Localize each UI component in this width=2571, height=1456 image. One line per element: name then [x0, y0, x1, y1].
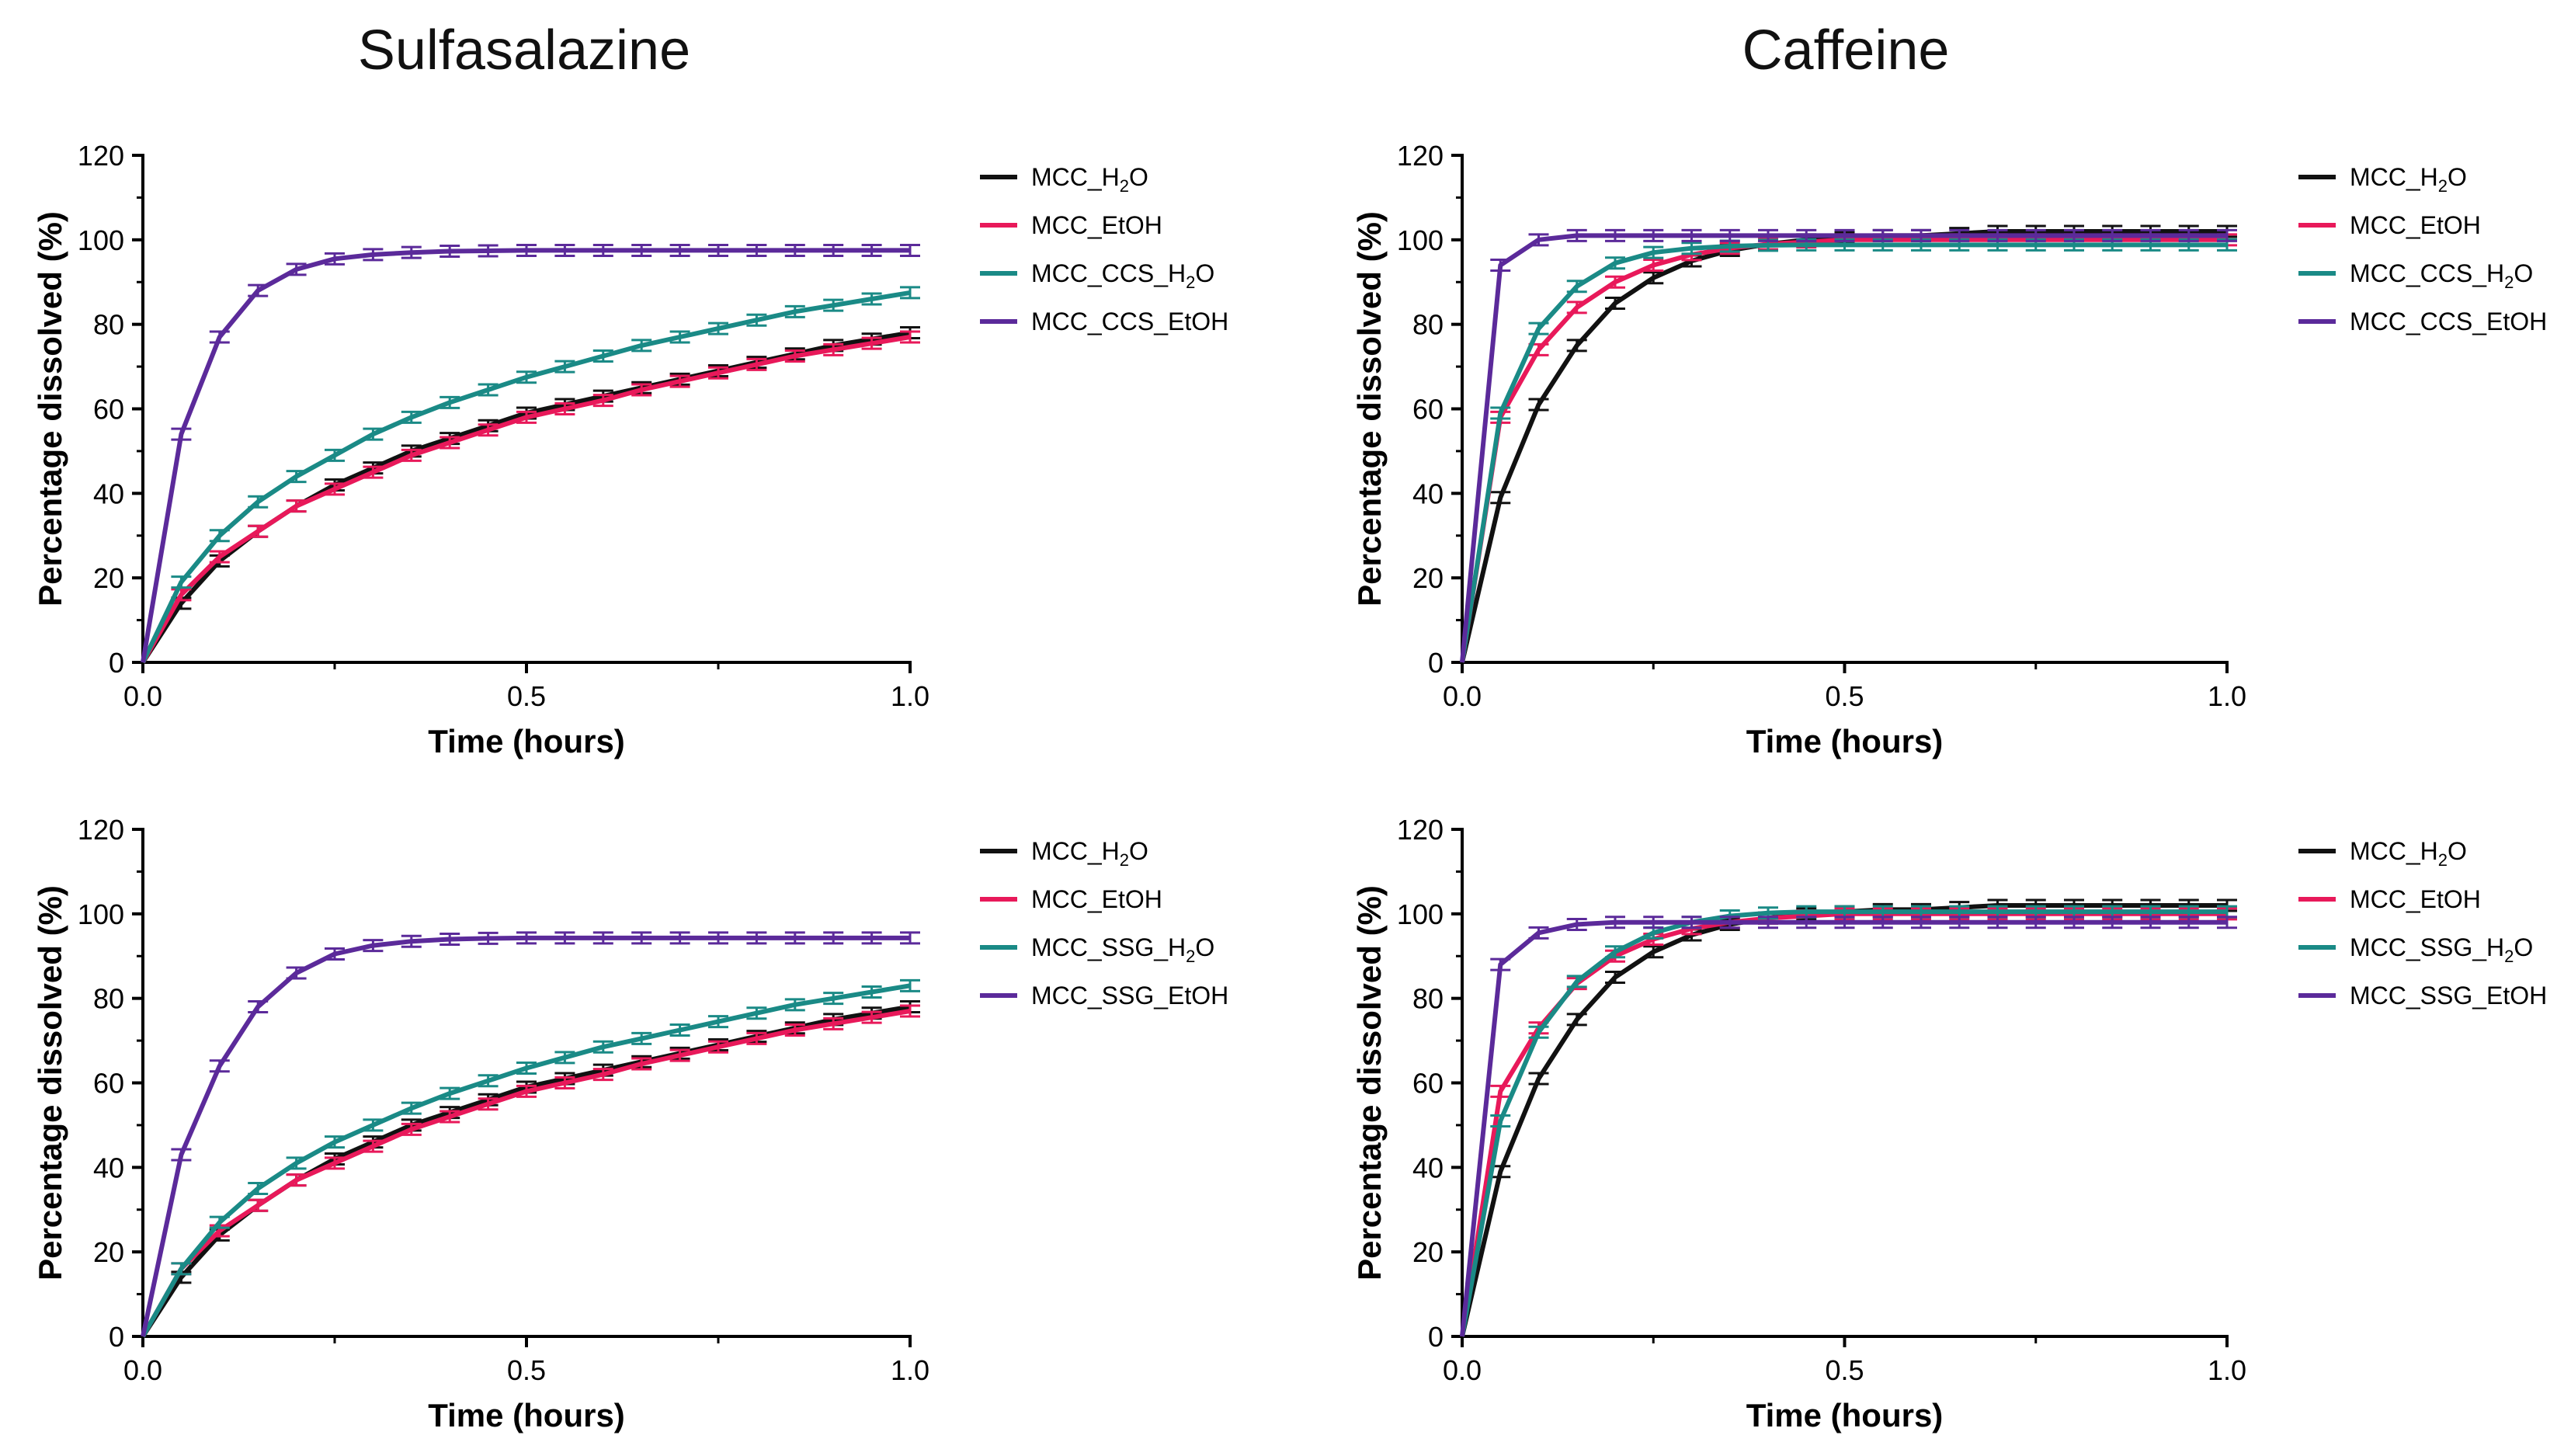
legend-label: MCC_CCS_EtOH — [1031, 308, 1228, 335]
legend-label: MCC_EtOH — [1031, 211, 1162, 239]
y-tick-label: 100 — [1397, 898, 1444, 930]
y-tick-label: 120 — [78, 814, 124, 846]
legend-label: MCC_EtOH — [1031, 885, 1162, 913]
y-tick-label: 60 — [1412, 1068, 1444, 1100]
y-tick-label: 80 — [93, 983, 124, 1015]
legend-label: MCC_SSG_EtOH — [2350, 982, 2547, 1009]
x-axis-label: Time (hours) — [1746, 723, 1944, 759]
x-tick-label: 1.0 — [891, 680, 929, 712]
x-tick-label: 1.0 — [2208, 1354, 2246, 1386]
legend-label: MCC_CCS_EtOH — [2350, 308, 2547, 335]
series-line-4 — [141, 935, 910, 1337]
legend-label: MCC_H2O — [2350, 837, 2467, 870]
y-tick-label: 120 — [1397, 140, 1444, 172]
y-tick-label: 100 — [1397, 224, 1444, 256]
y-tick-label: 120 — [78, 140, 124, 172]
series-line-4 — [1460, 233, 2227, 663]
x-tick-label: 1.0 — [891, 1354, 929, 1386]
y-axis-label: Percentage dissolved (%) — [1351, 211, 1388, 606]
legend-label: MCC_H2O — [1031, 163, 1148, 196]
y-tick-label: 80 — [1412, 983, 1444, 1015]
y-tick-label: 20 — [93, 1236, 124, 1268]
x-axis-label: Time (hours) — [428, 723, 625, 759]
x-tick-label: 0.5 — [1825, 680, 1864, 712]
column-title-caffeine: Caffeine — [1742, 19, 1950, 82]
y-axis-label: Percentage dissolved (%) — [32, 885, 68, 1281]
y-tick-label: 20 — [1412, 562, 1444, 594]
y-tick-label: 40 — [93, 1152, 124, 1183]
y-tick-label: 100 — [78, 898, 124, 930]
y-tick-label: 0 — [109, 647, 124, 679]
series-line-1 — [141, 1004, 911, 1338]
y-tick-label: 40 — [1412, 1152, 1444, 1183]
x-tick-label: 0.0 — [123, 1354, 162, 1386]
y-tick-label: 60 — [1412, 394, 1444, 426]
x-axis-label: Time (hours) — [1746, 1397, 1944, 1433]
series-line-1 — [1460, 903, 2227, 1337]
x-tick-label: 0.0 — [1443, 1354, 1482, 1386]
x-tick-label: 0.5 — [1825, 1354, 1864, 1386]
chart-2: 0 20 40 60 80 100 120 0.0 0.5 1.0 Time (hours) Perc… — [1351, 140, 2547, 759]
legend-label: MCC_SSG_H2O — [2350, 933, 2533, 966]
chart-4: 0 20 40 60 80 100 120 0.0 0.5 1.0 Time (hours) Perc… — [1351, 814, 2547, 1433]
chart-3: 0 20 40 60 80 100 120 0.0 0.5 1.0 Time (hours) Perc… — [32, 814, 1228, 1433]
chart-1: 0 20 40 60 80 100 120 0.0 0.5 1.0 Time (hours) Perc… — [32, 140, 1228, 759]
y-tick-label: 0 — [1428, 647, 1444, 679]
y-tick-label: 40 — [93, 478, 124, 509]
y-tick-label: 100 — [78, 224, 124, 256]
y-axis-label: Percentage dissolved (%) — [1351, 885, 1388, 1281]
legend-label: MCC_CCS_H2O — [2350, 259, 2533, 292]
legend-label: MCC_CCS_H2O — [1031, 259, 1214, 292]
y-tick-label: 60 — [93, 394, 124, 426]
x-tick-label: 0.5 — [507, 1354, 546, 1386]
y-axis-label: Percentage dissolved (%) — [32, 211, 68, 606]
series-line-2 — [141, 1009, 911, 1338]
legend-label: MCC_SSG_H2O — [1031, 933, 1214, 966]
x-axis-label: Time (hours) — [428, 1397, 625, 1433]
series-line-3 — [141, 983, 911, 1338]
y-tick-label: 0 — [109, 1321, 124, 1353]
legend-label: MCC_H2O — [1031, 837, 1148, 870]
y-tick-label: 20 — [93, 562, 124, 594]
legend-label: MCC_SSG_EtOH — [1031, 982, 1228, 1009]
y-tick-label: 80 — [1412, 309, 1444, 341]
x-tick-label: 0.0 — [123, 680, 162, 712]
y-tick-label: 60 — [93, 1068, 124, 1100]
x-tick-label: 0.0 — [1443, 680, 1482, 712]
legend-label: MCC_H2O — [2350, 163, 2467, 196]
legend-label: MCC_EtOH — [2350, 211, 2481, 239]
legend-label: MCC_EtOH — [2350, 885, 2481, 913]
y-tick-label: 80 — [93, 309, 124, 341]
y-tick-label: 40 — [1412, 478, 1444, 509]
x-tick-label: 0.5 — [507, 680, 546, 712]
x-tick-label: 1.0 — [2208, 680, 2246, 712]
y-tick-label: 0 — [1428, 1321, 1444, 1353]
series-line-1 — [1460, 229, 2227, 663]
y-tick-label: 20 — [1412, 1236, 1444, 1268]
y-tick-label: 120 — [1397, 814, 1444, 846]
column-title-sulfasalazine: Sulfasalazine — [357, 19, 691, 82]
